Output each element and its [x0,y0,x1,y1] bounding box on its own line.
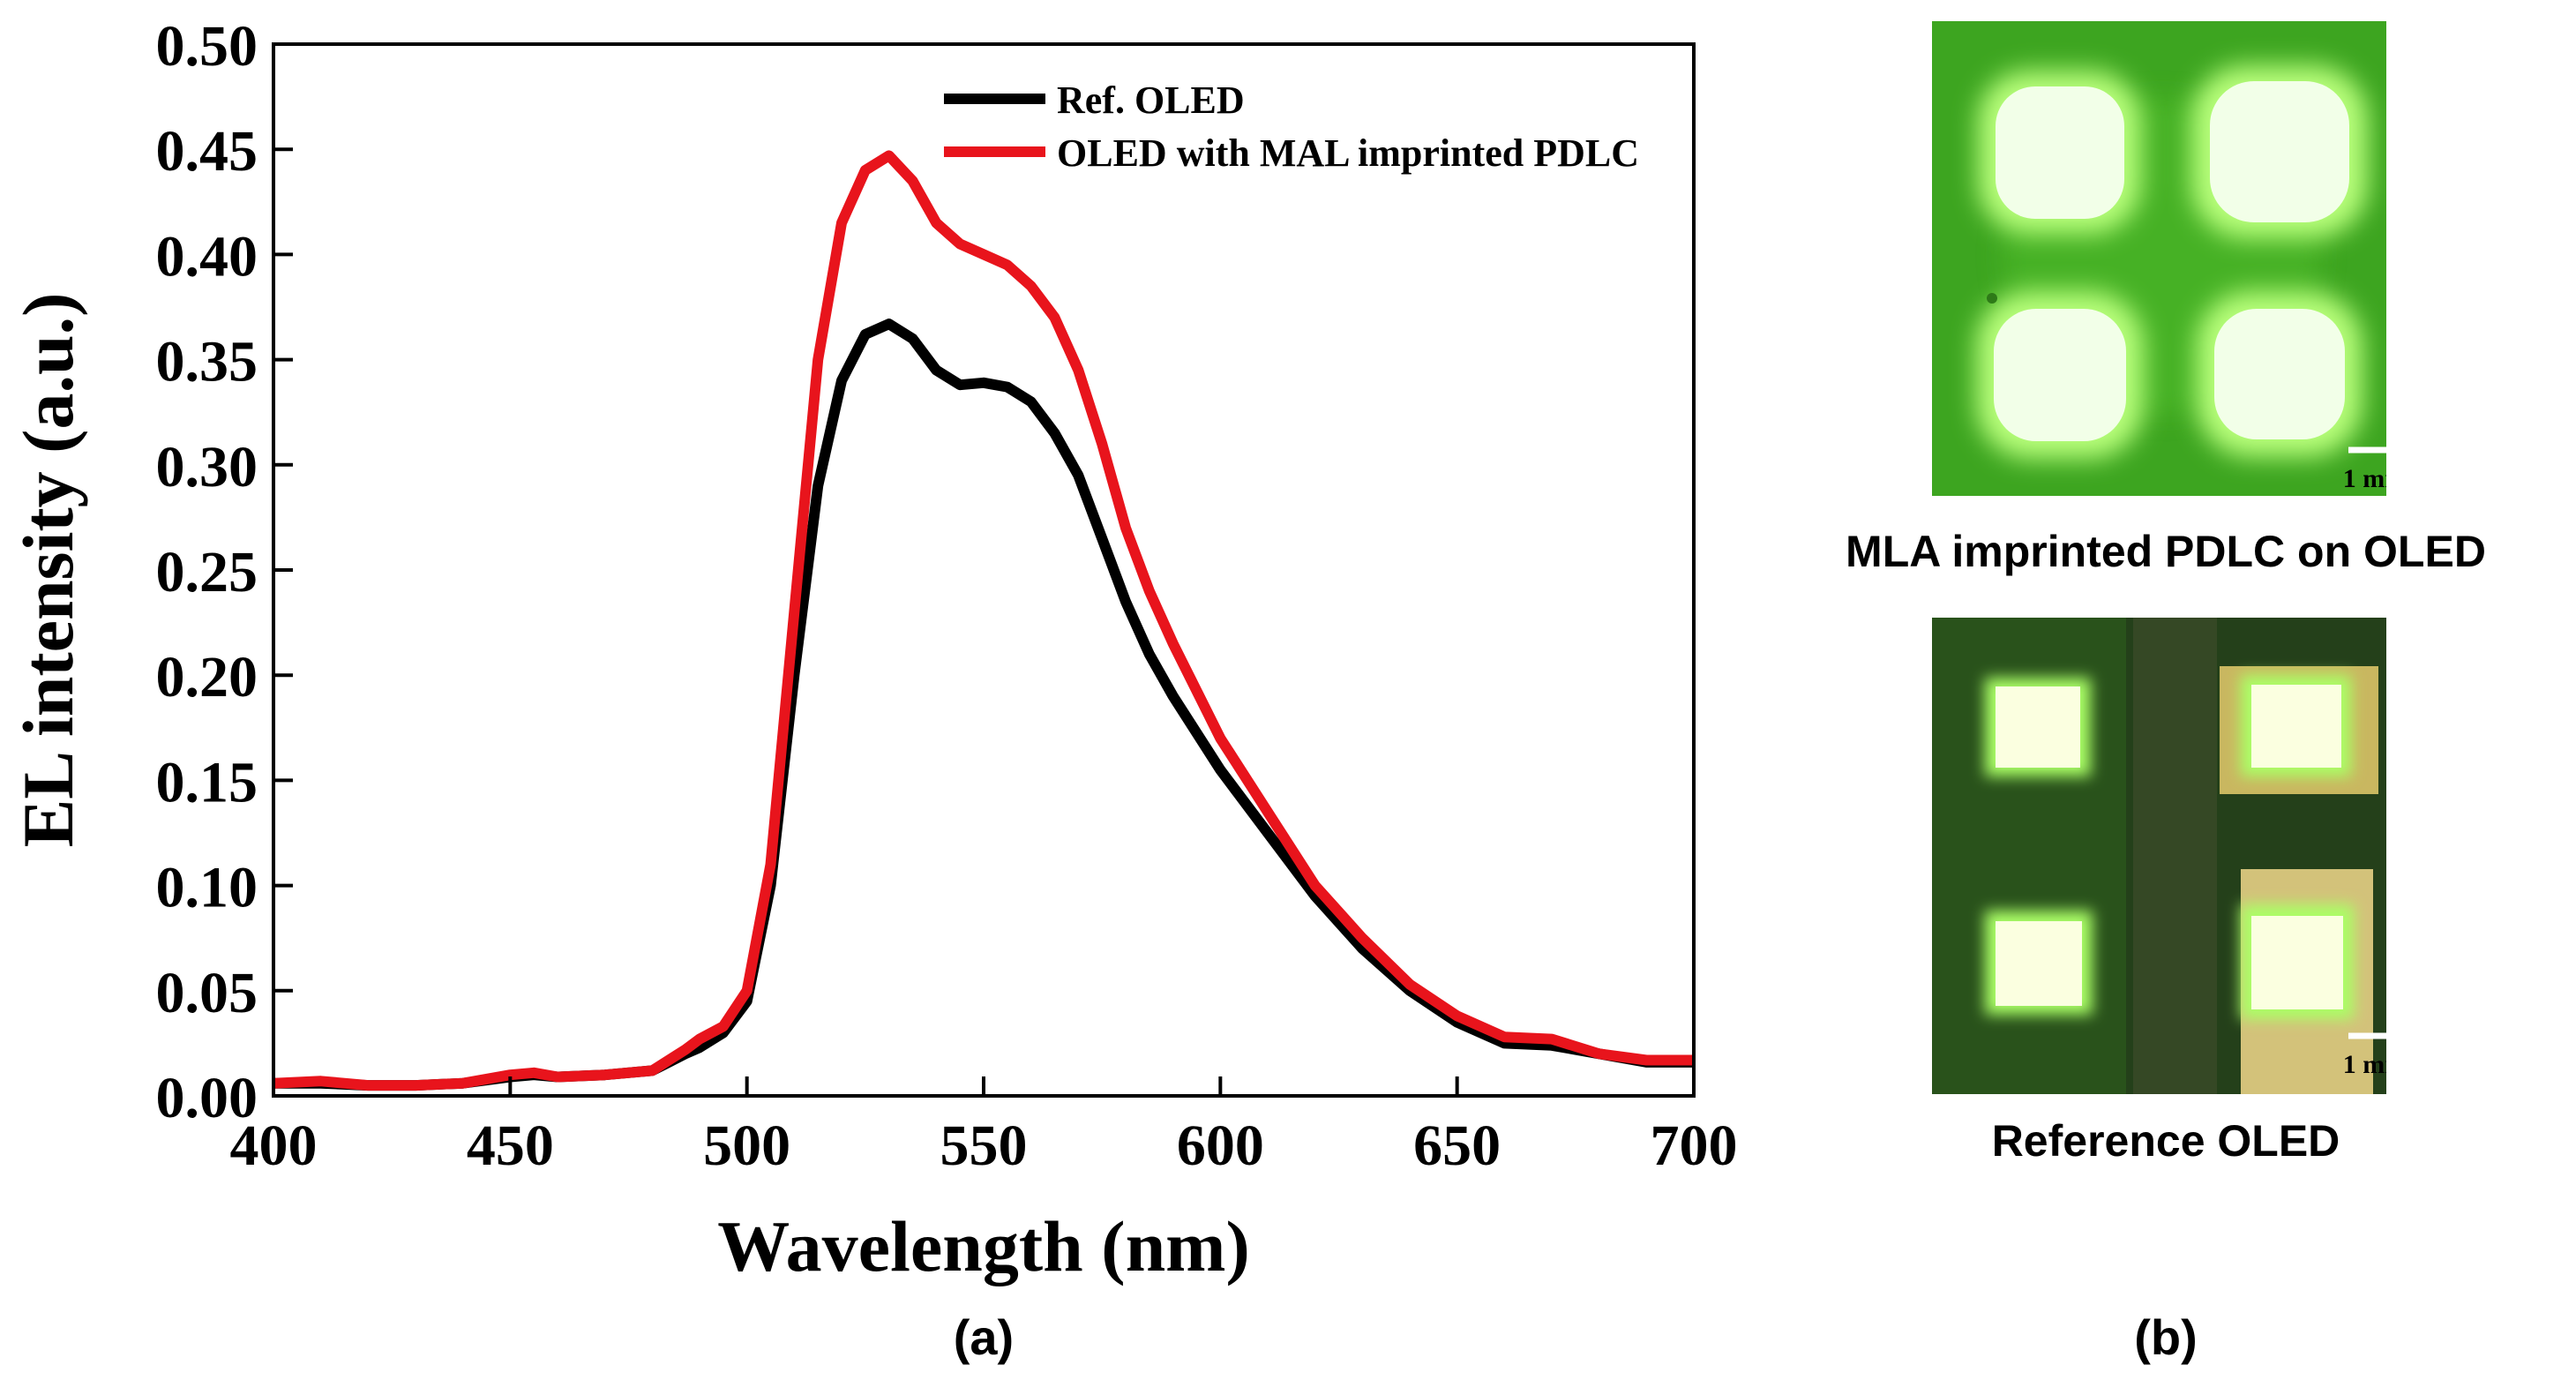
x-tick-label: 500 [703,1114,790,1178]
legend-label-pdlc-oled: OLED with MAL imprinted PDLC [1057,131,1639,175]
y-tick-label: 0.20 [156,645,258,709]
plot-frame [272,42,1696,1098]
panel-b: 1 mm MLA imprinted PDLC on OLED 1 mm Ref… [1846,21,2486,1365]
emission-spot [2251,685,2341,768]
emission-spot [2214,309,2345,439]
y-tick-label: 0.40 [156,224,258,289]
emission-spot [2210,81,2349,222]
y-tick-label: 0.45 [156,119,258,184]
panel-label-a: (a) [954,1309,1014,1365]
series-line-0 [273,319,1694,1091]
x-tick-label: 550 [940,1114,1028,1178]
scale-bar-label: 1 mm [2343,1050,2407,1079]
caption-mla-pdlc: MLA imprinted PDLC on OLED [1846,527,2486,576]
emission-spot [2251,916,2343,1009]
scale-bar-label: 1 mm [2343,464,2407,493]
x-axis-label: Wavelength (nm) [717,1206,1250,1286]
x-tick-label: 400 [230,1114,318,1178]
y-axis-label: EL intensity (a.u.) [8,293,88,848]
x-tick-label: 450 [467,1114,554,1178]
series-layer [273,150,1694,1091]
y-tick-label: 0.10 [156,856,258,920]
x-tick-label: 700 [1651,1114,1738,1178]
y-tick-label: 0.15 [156,750,258,814]
caption-reference-oled: Reference OLED [1992,1116,2340,1166]
legend-label-ref-oled: Ref. OLED [1057,79,1245,122]
x-tick-label: 600 [1177,1114,1264,1178]
y-tick-label: 0.00 [156,1066,258,1130]
y-tick-label: 0.30 [156,435,258,499]
x-tick-label: 650 [1413,1114,1501,1178]
emission-spot [1996,921,2082,1006]
y-tick-label: 0.35 [156,330,258,394]
y-tick-label: 0.05 [156,961,258,1025]
ticks-layer: 400 450 500 550 600 650 700 0.00 0.05 0.10 0.15 0.2… [156,14,1738,1178]
y-tick-label: 0.50 [156,14,258,79]
series-line-1 [273,150,1694,1091]
y-tick-label: 0.25 [156,540,258,604]
emission-spot [1994,309,2126,441]
photo-reference-oled: 1 mm [1932,618,2407,1094]
panel-label-b: (b) [2134,1309,2198,1365]
emission-spot [1996,686,2080,768]
photo-mla-pdlc: 1 mm [1932,21,2407,496]
emission-spot [1996,86,2124,219]
legend: Ref. OLED OLED with MAL imprinted PDLC [944,79,1639,175]
chart-a: 400 450 500 550 600 650 700 0.00 0.05 0.10 0.15 0.2… [8,14,1738,1365]
